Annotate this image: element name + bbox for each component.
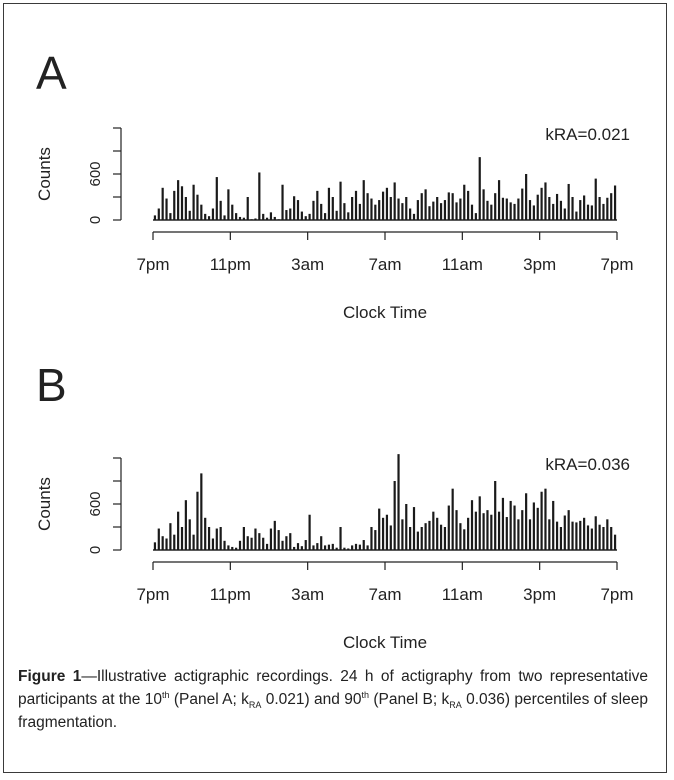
panel-b-chart: 0 600 Counts 7pm 11pm 3am 7am 11am 3pm 7pm Clock T… xyxy=(35,454,634,652)
y-tick-label: 600 xyxy=(87,161,104,186)
x-tick-label: 11pm xyxy=(210,585,251,604)
y-tick-label: 600 xyxy=(87,491,104,516)
x-tick-label: 7am xyxy=(368,255,401,274)
panel-b-letter: B xyxy=(36,359,67,411)
caption-sub-2: RA xyxy=(449,700,462,711)
kra-annotation: kRA=0.036 xyxy=(545,455,630,474)
y-tick-label: 0 xyxy=(87,546,104,554)
caption-text-value-b: 0.036) percentiles of sleep fragmentatio… xyxy=(18,691,648,731)
y-axis-label: Counts xyxy=(35,147,54,201)
x-tick-label: 3pm xyxy=(523,585,556,604)
caption-sup-2: th xyxy=(361,689,369,700)
activity-series xyxy=(153,157,617,220)
x-tick-label: 7am xyxy=(368,585,401,604)
caption-sup-1: th xyxy=(162,689,170,700)
x-tick-label: 7pm xyxy=(600,255,633,274)
panel-a-chart: 0 600 Counts 7pm 11pm 3am 7am 11am 3pm 7pm Clock T… xyxy=(35,125,634,322)
x-tick-label: 7pm xyxy=(136,255,169,274)
panel-a-letter: A xyxy=(36,47,67,99)
caption-text-value-a: 0.021) and 90 xyxy=(261,691,362,708)
figure-frame xyxy=(3,3,667,773)
x-tick-label: 11am xyxy=(442,585,483,604)
y-axis-label: Counts xyxy=(35,477,54,531)
caption-text-panel-b: (Panel B; k xyxy=(369,691,450,708)
caption-text-1: —Illustrative actigraphic recordings. 24… xyxy=(18,668,649,708)
caption-text-panel-a: (Panel A; k xyxy=(169,691,249,708)
activity-series xyxy=(153,454,617,550)
caption-sub-1: RA xyxy=(248,700,262,711)
x-axis-label: Clock Time xyxy=(343,633,427,652)
x-tick-label: 7pm xyxy=(136,585,169,604)
x-tick-label: 3pm xyxy=(523,255,556,274)
figure-caption: Figure 1—Illustrative actigraphic record… xyxy=(18,665,648,734)
kra-annotation: kRA=0.021 xyxy=(545,125,630,144)
x-tick-label: 11pm xyxy=(210,255,251,274)
x-axis-label: Clock Time xyxy=(343,303,427,322)
x-tick-label: 3am xyxy=(291,255,324,274)
caption-figure-label: Figure 1 xyxy=(18,668,82,685)
x-tick-label: 7pm xyxy=(600,585,633,604)
y-tick-label: 0 xyxy=(87,216,104,224)
x-tick-label: 3am xyxy=(291,585,324,604)
x-tick-label: 11am xyxy=(442,255,483,274)
